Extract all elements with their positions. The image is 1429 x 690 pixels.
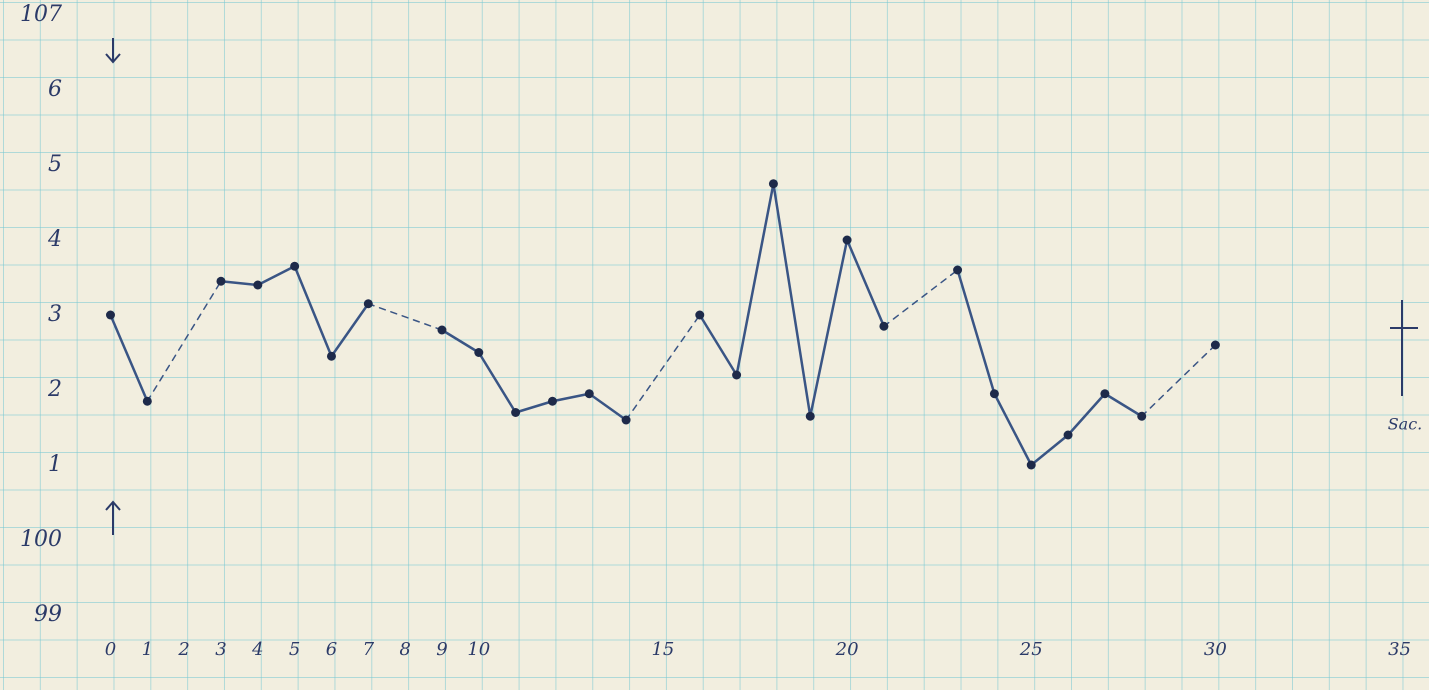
- point: [584, 389, 594, 399]
- dashed-segment: [367, 303, 443, 331]
- x-tick-label: 2: [177, 639, 189, 660]
- point: [879, 321, 889, 331]
- point: [695, 310, 705, 320]
- x-tick-label: 6: [326, 639, 337, 660]
- y-tick-label: 3: [48, 302, 62, 327]
- y-tick-label: 107: [20, 2, 62, 27]
- point: [1100, 389, 1110, 399]
- line-segment: [1103, 392, 1143, 418]
- y-tick-label: 6: [48, 77, 62, 102]
- x-tick-label: 9: [436, 639, 447, 660]
- arrows: [105, 38, 1418, 535]
- line-segment: [772, 182, 812, 418]
- x-tick-label: 4: [251, 639, 263, 660]
- point: [290, 261, 300, 271]
- line-segment: [219, 280, 260, 287]
- y-tick-label: 2: [47, 377, 62, 402]
- dashed-segment: [1140, 344, 1217, 417]
- x-tick-label: 1: [142, 639, 153, 660]
- line-segment: [698, 313, 738, 377]
- line-segment: [809, 238, 849, 418]
- point: [511, 408, 521, 417]
- line-segment: [477, 351, 517, 414]
- point: [621, 415, 631, 425]
- dashed-segment: [625, 314, 701, 421]
- x-tick-label: 35: [1388, 639, 1411, 660]
- line-segment: [735, 182, 775, 377]
- annotation: Sac.: [1388, 415, 1423, 434]
- line-segment: [330, 302, 370, 358]
- point: [105, 310, 115, 320]
- x-tick-label: 5: [289, 639, 300, 660]
- line-segment: [1029, 433, 1070, 467]
- y-tick-label: 4: [47, 227, 62, 252]
- point: [142, 396, 152, 406]
- point: [768, 179, 778, 189]
- down-arrow: [105, 38, 121, 64]
- point: [326, 351, 336, 361]
- cross-mark: [1390, 300, 1418, 396]
- line-segment: [109, 313, 149, 403]
- point: [1137, 411, 1147, 421]
- point: [842, 235, 852, 245]
- x-tick-label: 0: [105, 639, 116, 660]
- point: [1210, 340, 1220, 350]
- x-tick-label: 15: [651, 639, 674, 660]
- point: [805, 411, 815, 421]
- dashed-segment: [883, 269, 959, 327]
- x-tick-label: 30: [1204, 639, 1227, 660]
- line-segment: [293, 265, 333, 358]
- x-tick-label: 10: [467, 639, 490, 660]
- point: [732, 370, 742, 380]
- point: [474, 348, 484, 357]
- line-segment: [514, 400, 554, 414]
- y-tick-label: 5: [48, 152, 62, 177]
- point: [253, 280, 263, 290]
- x-tick-label: 25: [1019, 639, 1043, 660]
- line-segment: [256, 265, 296, 287]
- point: [216, 276, 226, 286]
- line-segment: [440, 328, 481, 354]
- up-arrow: [105, 500, 121, 535]
- y-tick-label: 99: [34, 602, 62, 627]
- line-segment: [956, 268, 996, 395]
- line-segment: [845, 238, 886, 328]
- point: [989, 389, 999, 399]
- x-tick-label: 3: [215, 639, 226, 660]
- point: [1063, 430, 1073, 440]
- point: [363, 299, 373, 309]
- x-tick-label: 20: [835, 639, 859, 660]
- y-tick-label: 1: [48, 452, 62, 477]
- line-segment: [993, 392, 1033, 467]
- point: [953, 265, 963, 275]
- x-tick-label: 8: [399, 639, 410, 660]
- line-segment: [551, 392, 591, 403]
- point: [437, 325, 447, 335]
- y-tick-label: 100: [20, 527, 62, 552]
- line-segment: [1066, 392, 1107, 437]
- dashed-segment: [146, 280, 222, 402]
- point: [547, 396, 557, 406]
- line-segment: [588, 392, 628, 422]
- point: [1026, 460, 1036, 470]
- x-tick-label: 7: [363, 639, 375, 660]
